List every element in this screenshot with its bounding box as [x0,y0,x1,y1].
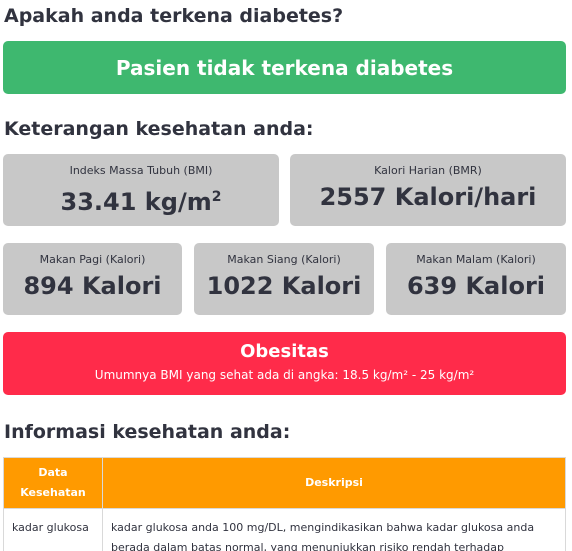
info-heading: Informasi kesehatan anda: [4,421,291,443]
bmi-unit-exponent: 2 [211,189,222,205]
table-header-row: Data Kesehatan Deskripsi [3,457,566,509]
dinner-label: Makan Malam (Kalori) [416,253,536,266]
result-text: Pasien tidak terkena diabetes [115,55,454,80]
lunch-value: 1022 Kalori [206,272,362,300]
result-banner: Pasien tidak terkena diabetes [3,41,566,94]
header-deskripsi: Deskripsi [102,457,566,509]
alert-subtitle: Umumnya BMI yang sehat ada di angka: 18.… [94,368,475,382]
question-heading: Apakah anda terkena diabetes? [4,5,344,27]
bmr-metric: Kalori Harian (BMR) 2557 Kalori/hari [290,154,566,226]
bmr-label: Kalori Harian (BMR) [374,164,482,177]
breakfast-label: Makan Pagi (Kalori) [39,253,146,266]
bmi-value: 33.41 kg/m2 [60,188,222,216]
row-description: kadar glukosa anda 100 mg/DL, mengindika… [102,508,566,551]
health-info-table: Data Kesehatan Deskripsi kadar glukosa k… [3,457,566,551]
health-heading: Keterangan kesehatan anda: [4,118,314,140]
bmi-label: Indeks Massa Tubuh (BMI) [69,164,213,177]
row-data-label: kadar glukosa [3,508,103,551]
dinner-value: 639 Kalori [406,272,546,300]
alert-title: Obesitas [240,341,329,362]
lunch-label: Makan Siang (Kalori) [227,253,341,266]
dinner-metric: Makan Malam (Kalori) 639 Kalori [386,243,566,315]
breakfast-value: 894 Kalori [23,272,162,300]
bmi-metric: Indeks Massa Tubuh (BMI) 33.41 kg/m2 [3,154,279,226]
header-data-kesehatan: Data Kesehatan [3,457,103,509]
table-row: kadar glukosa kadar glukosa anda 100 mg/… [3,508,566,551]
obesity-alert: Obesitas Umumnya BMI yang sehat ada di a… [3,332,566,395]
bmr-value: 2557 Kalori/hari [319,183,537,211]
lunch-metric: Makan Siang (Kalori) 1022 Kalori [194,243,374,315]
breakfast-metric: Makan Pagi (Kalori) 894 Kalori [3,243,182,315]
